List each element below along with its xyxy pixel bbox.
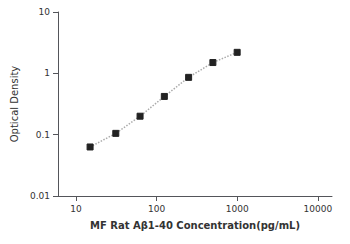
svg-text:1: 1 [44,68,50,78]
svg-text:10: 10 [39,7,51,17]
svg-text:10: 10 [70,204,82,214]
svg-text:100: 100 [148,204,165,214]
svg-text:0.1: 0.1 [36,130,50,140]
svg-text:Optical Density: Optical Density [9,66,20,143]
svg-text:1000: 1000 [226,204,249,214]
svg-text:10000: 10000 [303,204,332,214]
svg-text:0.01: 0.01 [30,191,50,201]
svg-text:MF Rat Aβ1-40 Concentration(pg: MF Rat Aβ1-40 Concentration(pg/mL) [90,220,300,231]
